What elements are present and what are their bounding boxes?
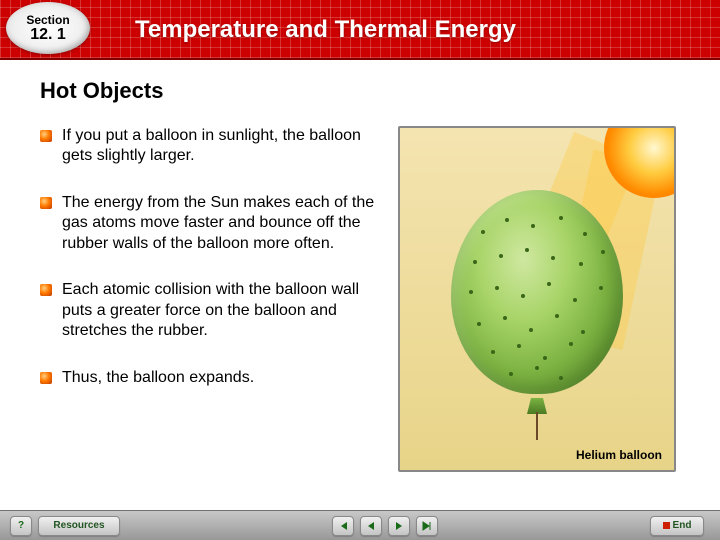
section-badge: Section 12. 1	[6, 2, 90, 54]
figure-column: Helium balloon	[398, 126, 678, 472]
slide: Section 12. 1 Temperature and Thermal En…	[0, 0, 720, 540]
bullet-text: Thus, the balloon expands.	[62, 368, 254, 388]
gas-atom-dot	[481, 230, 485, 234]
gas-atom-dot	[499, 254, 503, 258]
gas-atom-dot	[573, 298, 577, 302]
gas-atom-dot	[569, 342, 573, 346]
figure-caption: Helium balloon	[576, 448, 662, 462]
prev-icon	[366, 521, 376, 531]
gas-atom-dot	[491, 350, 495, 354]
first-button[interactable]	[332, 516, 354, 536]
gas-atom-dot	[551, 256, 555, 260]
resources-button[interactable]: Resources	[38, 516, 120, 536]
slide-subtitle: Hot Objects	[40, 78, 690, 104]
list-item: The energy from the Sun makes each of th…	[40, 193, 380, 254]
bullet-text: Each atomic collision with the balloon w…	[62, 280, 380, 341]
gas-atom-dot	[547, 282, 551, 286]
last-icon	[422, 521, 432, 531]
header-bar: Section 12. 1 Temperature and Thermal En…	[0, 0, 720, 60]
gas-atom-dot	[559, 376, 563, 380]
gas-atom-dot	[531, 224, 535, 228]
balloon-shape	[451, 190, 623, 406]
balloon-figure: Helium balloon	[398, 126, 676, 472]
gas-atom-dot	[525, 248, 529, 252]
balloon-string	[536, 412, 538, 440]
last-button[interactable]	[416, 516, 438, 536]
list-item: If you put a balloon in sunlight, the ba…	[40, 126, 380, 167]
bullet-icon	[40, 372, 52, 384]
bullet-text: If you put a balloon in sunlight, the ba…	[62, 126, 380, 167]
next-icon	[394, 521, 404, 531]
section-label: Section	[26, 13, 69, 27]
gas-atom-dot	[517, 344, 521, 348]
bullet-icon	[40, 197, 52, 209]
help-icon: ?	[18, 520, 24, 531]
gas-atom-dot	[521, 294, 525, 298]
section-number: 12. 1	[30, 27, 66, 43]
gas-atom-dot	[473, 260, 477, 264]
gas-atom-dot	[555, 314, 559, 318]
end-button[interactable]: End	[650, 516, 704, 536]
prev-button[interactable]	[360, 516, 382, 536]
end-label: End	[673, 520, 692, 531]
next-button[interactable]	[388, 516, 410, 536]
gas-atom-dot	[529, 328, 533, 332]
gas-atom-dot	[581, 330, 585, 334]
gas-atom-dot	[599, 286, 603, 290]
list-item: Thus, the balloon expands.	[40, 368, 380, 388]
bullet-text: The energy from the Sun makes each of th…	[62, 193, 380, 254]
content-row: If you put a balloon in sunlight, the ba…	[40, 126, 690, 472]
gas-atom-dot	[477, 322, 481, 326]
help-button[interactable]: ?	[10, 516, 32, 536]
gas-atom-dot	[469, 290, 473, 294]
gas-atom-dot	[509, 372, 513, 376]
resources-label: Resources	[53, 520, 104, 531]
gas-atom-dot	[579, 262, 583, 266]
gas-atom-dot	[559, 216, 563, 220]
bullet-icon	[40, 284, 52, 296]
gas-atom-dot	[583, 232, 587, 236]
gas-atom-dot	[503, 316, 507, 320]
bullet-icon	[40, 130, 52, 142]
first-icon	[338, 521, 348, 531]
gas-atom-dot	[601, 250, 605, 254]
balloon-body	[451, 190, 623, 394]
slide-body: Hot Objects If you put a balloon in sunl…	[0, 60, 720, 510]
gas-atom-dot	[535, 366, 539, 370]
gas-atom-dot	[543, 356, 547, 360]
stop-icon	[663, 522, 670, 529]
list-item: Each atomic collision with the balloon w…	[40, 280, 380, 341]
gas-atom-dot	[505, 218, 509, 222]
slide-title: Temperature and Thermal Energy	[135, 16, 685, 44]
gas-atom-dot	[495, 286, 499, 290]
footer-bar: ? Resources End	[0, 510, 720, 540]
text-column: If you put a balloon in sunlight, the ba…	[40, 126, 380, 472]
